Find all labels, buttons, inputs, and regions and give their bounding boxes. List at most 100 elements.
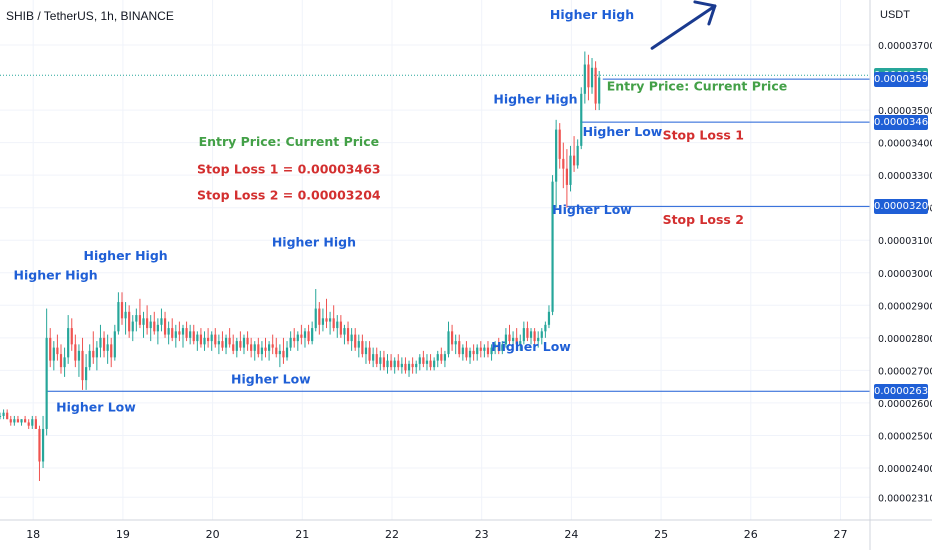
- candle-body: [544, 324, 547, 332]
- candle-body: [9, 419, 12, 423]
- x-tick-label: 19: [116, 528, 130, 541]
- candle-body: [92, 350, 95, 358]
- candle-body: [580, 93, 583, 146]
- y-tick-label: 0.00002600: [878, 399, 932, 410]
- candle-body: [458, 341, 461, 355]
- candle-body: [41, 428, 45, 462]
- candle-body: [260, 347, 264, 355]
- candle-body: [185, 328, 188, 338]
- candle-body: [397, 360, 400, 368]
- candle-body: [551, 181, 554, 312]
- candle-body: [167, 328, 170, 335]
- candle-body: [77, 350, 81, 361]
- candle-body: [106, 344, 109, 351]
- candle-body: [235, 341, 238, 351]
- candle-body: [361, 341, 364, 355]
- candle-body: [522, 328, 525, 342]
- candle-body: [153, 321, 156, 332]
- candle-body: [49, 337, 52, 361]
- candle-body: [199, 334, 203, 345]
- candle-body: [300, 334, 303, 338]
- symbol-title: SHIB / TetherUS, 1h, BINANCE: [6, 9, 174, 23]
- candle-body: [540, 331, 543, 338]
- candle-body: [354, 334, 357, 348]
- candle-body: [533, 331, 536, 342]
- currency-label[interactable]: USDT: [880, 9, 910, 21]
- candle-body: [425, 360, 429, 364]
- candle-body: [537, 337, 540, 342]
- y-tick-label: 0.00003300: [878, 171, 932, 182]
- candle-body: [253, 344, 256, 351]
- candle-body: [214, 334, 217, 345]
- candle-body: [303, 331, 307, 338]
- candle-body: [210, 334, 213, 342]
- candle-body: [296, 334, 299, 342]
- candle-body: [31, 419, 34, 426]
- candle-body: [221, 341, 224, 348]
- x-tick-label: 23: [475, 528, 489, 541]
- candle-body: [433, 360, 436, 368]
- x-tick-label: 25: [654, 528, 668, 541]
- candle-body: [547, 311, 551, 325]
- candle-body: [447, 331, 450, 355]
- candle-body: [311, 328, 314, 342]
- candle-body: [88, 350, 91, 368]
- candle-body: [368, 347, 371, 361]
- candle-body: [289, 337, 292, 348]
- candle-body: [38, 428, 41, 462]
- candle-body: [454, 341, 457, 345]
- grid-layer: [0, 0, 870, 520]
- candle-body: [590, 67, 594, 88]
- candle-body: [163, 318, 167, 335]
- candle-body: [307, 331, 310, 342]
- candle-body: [407, 363, 411, 371]
- candle-body: [174, 331, 177, 338]
- candle-body: [558, 129, 561, 159]
- y-tick-label: 0.00002310: [878, 493, 932, 504]
- candle-body: [142, 318, 145, 325]
- candle-body: [70, 328, 73, 345]
- candle-body: [476, 347, 479, 355]
- x-tick-label: 21: [295, 528, 309, 541]
- candle-body: [131, 321, 134, 332]
- candle-body: [497, 344, 500, 351]
- candle-body: [189, 331, 192, 338]
- candle-body: [2, 412, 5, 416]
- candle-body: [242, 337, 246, 348]
- annotation-label: Stop Loss 1: [663, 127, 744, 142]
- candle-body: [479, 347, 482, 351]
- price-tag-stop-loss-1: 0.00003463: [874, 114, 932, 130]
- candle-body: [529, 331, 533, 338]
- annotation-label: Entry Price: Current Price: [199, 134, 380, 149]
- candle-body: [519, 341, 522, 345]
- y-tick-label: 0.00003700: [878, 41, 932, 52]
- annotation-label: Stop Loss 2 = 0.00003204: [197, 188, 381, 203]
- candle-body: [52, 347, 55, 361]
- candle-body: [328, 318, 332, 322]
- candle-body: [181, 328, 185, 335]
- candle-body: [264, 347, 267, 351]
- candle-body: [232, 344, 235, 351]
- candle-body: [422, 357, 425, 364]
- x-tick-label: 24: [564, 528, 578, 541]
- annotation-label: Higher Low: [583, 124, 663, 139]
- candle-body: [268, 344, 271, 351]
- candle-body: [382, 357, 386, 368]
- candle-body: [526, 328, 529, 338]
- annotation-label: Higher Low: [231, 371, 311, 386]
- candle-body: [318, 308, 321, 325]
- candle-body: [598, 77, 601, 104]
- price-tag-entry: 0.00003595: [874, 71, 932, 87]
- candle-body: [138, 315, 142, 325]
- candle-body: [486, 347, 490, 355]
- candle-body: [156, 324, 159, 332]
- candle-body: [285, 347, 289, 358]
- candle-body: [24, 419, 27, 423]
- candle-body: [346, 328, 350, 342]
- candle-body: [239, 341, 242, 348]
- candle-body: [508, 334, 511, 342]
- candle-body: [196, 334, 199, 342]
- candle-body: [246, 337, 249, 345]
